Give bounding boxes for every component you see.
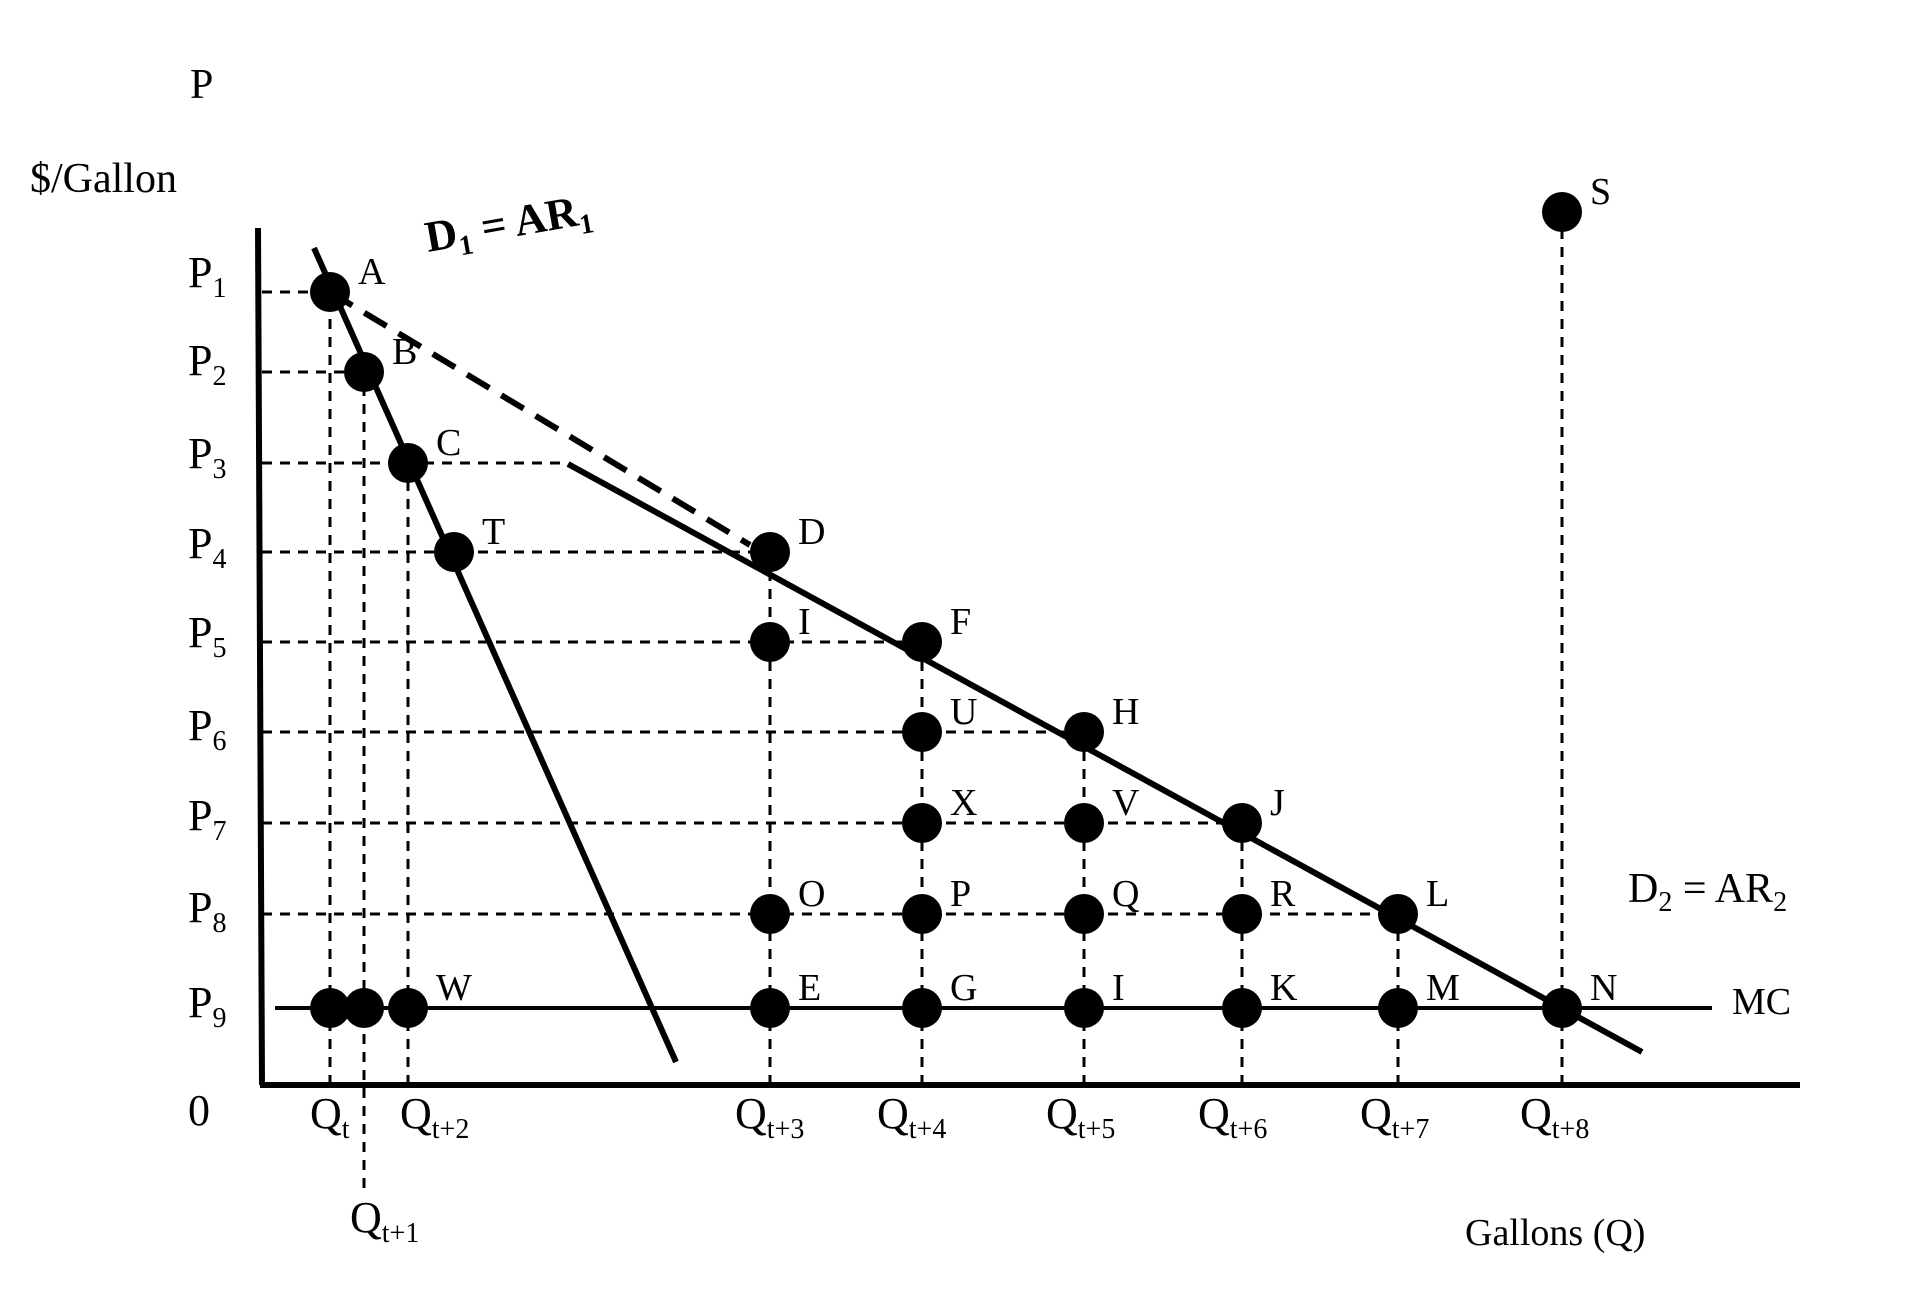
point-e-20 bbox=[750, 988, 790, 1028]
mc-label: MC bbox=[1732, 981, 1791, 1023]
price-tick-p4: P4 bbox=[188, 519, 226, 575]
point-j-11 bbox=[1222, 803, 1262, 843]
point-s-26 bbox=[1542, 192, 1582, 232]
quantity-tick-qt2: Qt+2 bbox=[400, 1089, 469, 1145]
price-tick-p8: P8 bbox=[188, 883, 226, 939]
point-unlabeled-18 bbox=[344, 988, 384, 1028]
quantity-tick-labels: Qt Qt+1 Qt+2 Qt+3 Qt+4 Qt+5 Qt+6 Qt+7 Qt… bbox=[310, 1089, 1589, 1249]
point-label-a-0: A bbox=[358, 251, 386, 293]
point-unlabeled-17 bbox=[310, 988, 350, 1028]
point-b-1 bbox=[344, 352, 384, 392]
point-label-w-19: W bbox=[436, 967, 472, 1009]
price-tick-p3: P3 bbox=[188, 429, 226, 485]
point-label-h-8: H bbox=[1112, 691, 1139, 733]
price-tick-p5: P5 bbox=[188, 608, 226, 664]
quantity-tick-qt6: Qt+6 bbox=[1198, 1089, 1267, 1145]
point-v-10 bbox=[1064, 803, 1104, 843]
x-axis-title: Gallons (Q) bbox=[1465, 1212, 1645, 1254]
point-d-4 bbox=[750, 532, 790, 572]
point-r-15 bbox=[1222, 894, 1262, 934]
point-label-c-2: C bbox=[436, 422, 461, 464]
d2-curve-label: D2 = AR2 bbox=[1628, 866, 1787, 918]
point-label-v-10: V bbox=[1112, 782, 1140, 824]
point-label-i-22: I bbox=[1112, 967, 1125, 1009]
guide-lines bbox=[262, 212, 1564, 1188]
point-i-5 bbox=[750, 622, 790, 662]
point-label-u-7: U bbox=[950, 691, 977, 733]
price-tick-p6: P6 bbox=[188, 701, 226, 757]
point-label-p-13: P bbox=[950, 873, 971, 915]
quantity-tick-qt1: Qt+1 bbox=[350, 1193, 419, 1249]
point-label-i-5: I bbox=[798, 601, 811, 643]
point-label-l-16: L bbox=[1426, 873, 1449, 915]
point-label-k-23: K bbox=[1270, 967, 1298, 1009]
point-f-6 bbox=[902, 622, 942, 662]
point-label-q-14: Q bbox=[1112, 873, 1139, 915]
price-tick-p1: P1 bbox=[188, 248, 226, 304]
point-k-23 bbox=[1222, 988, 1262, 1028]
quantity-tick-qt8: Qt+8 bbox=[1520, 1089, 1589, 1145]
point-label-f-6: F bbox=[950, 601, 971, 643]
point-o-12 bbox=[750, 894, 790, 934]
point-n-25 bbox=[1542, 988, 1582, 1028]
point-g-21 bbox=[902, 988, 942, 1028]
price-tick-p2: P2 bbox=[188, 336, 226, 392]
point-label-t-3: T bbox=[482, 511, 505, 553]
points-layer: AB C T D I F U H X V J O P Q R L W E G I K M N S bbox=[310, 171, 1617, 1028]
point-t-3 bbox=[434, 532, 474, 572]
quantity-tick-qt: Qt bbox=[310, 1089, 350, 1145]
price-tick-p9: P9 bbox=[188, 978, 226, 1034]
price-tick-labels: P1 P2 P3 P4 P5 P6 P7 P8 P9 bbox=[188, 248, 226, 1034]
y-axis-title-top: P bbox=[190, 62, 213, 108]
quantity-tick-qt7: Qt+7 bbox=[1360, 1089, 1429, 1145]
point-c-2 bbox=[388, 443, 428, 483]
point-h-8 bbox=[1064, 712, 1104, 752]
quantity-tick-qt5: Qt+5 bbox=[1046, 1089, 1115, 1145]
point-x-9 bbox=[902, 803, 942, 843]
point-label-n-25: N bbox=[1590, 967, 1617, 1009]
point-l-16 bbox=[1378, 894, 1418, 934]
point-label-g-21: G bbox=[950, 967, 977, 1009]
y-axis bbox=[255, 227, 265, 1086]
d1-dashed-extension bbox=[328, 289, 752, 548]
d1-curve-label: D1 = AR1 bbox=[421, 184, 596, 267]
point-q-14 bbox=[1064, 894, 1104, 934]
point-label-j-11: J bbox=[1270, 782, 1285, 824]
y-axis-title: $/Gallon bbox=[30, 156, 177, 202]
origin-label: 0 bbox=[188, 1086, 210, 1135]
point-w-19 bbox=[388, 988, 428, 1028]
point-label-r-15: R bbox=[1270, 873, 1296, 915]
point-label-d-4: D bbox=[798, 511, 825, 553]
point-p-13 bbox=[902, 894, 942, 934]
point-m-24 bbox=[1378, 988, 1418, 1028]
point-a-0 bbox=[310, 272, 350, 312]
point-label-m-24: M bbox=[1426, 967, 1460, 1009]
quantity-tick-qt3: Qt+3 bbox=[735, 1089, 804, 1145]
point-label-e-20: E bbox=[798, 967, 821, 1009]
point-label-b-1: B bbox=[392, 331, 417, 373]
point-label-x-9: X bbox=[950, 782, 977, 824]
point-label-o-12: O bbox=[798, 873, 825, 915]
point-i-22 bbox=[1064, 988, 1104, 1028]
price-tick-p7: P7 bbox=[188, 791, 226, 847]
d2-curve bbox=[566, 461, 1644, 1055]
point-u-7 bbox=[902, 712, 942, 752]
quantity-tick-qt4: Qt+4 bbox=[877, 1089, 946, 1145]
point-label-s-26: S bbox=[1590, 171, 1611, 213]
